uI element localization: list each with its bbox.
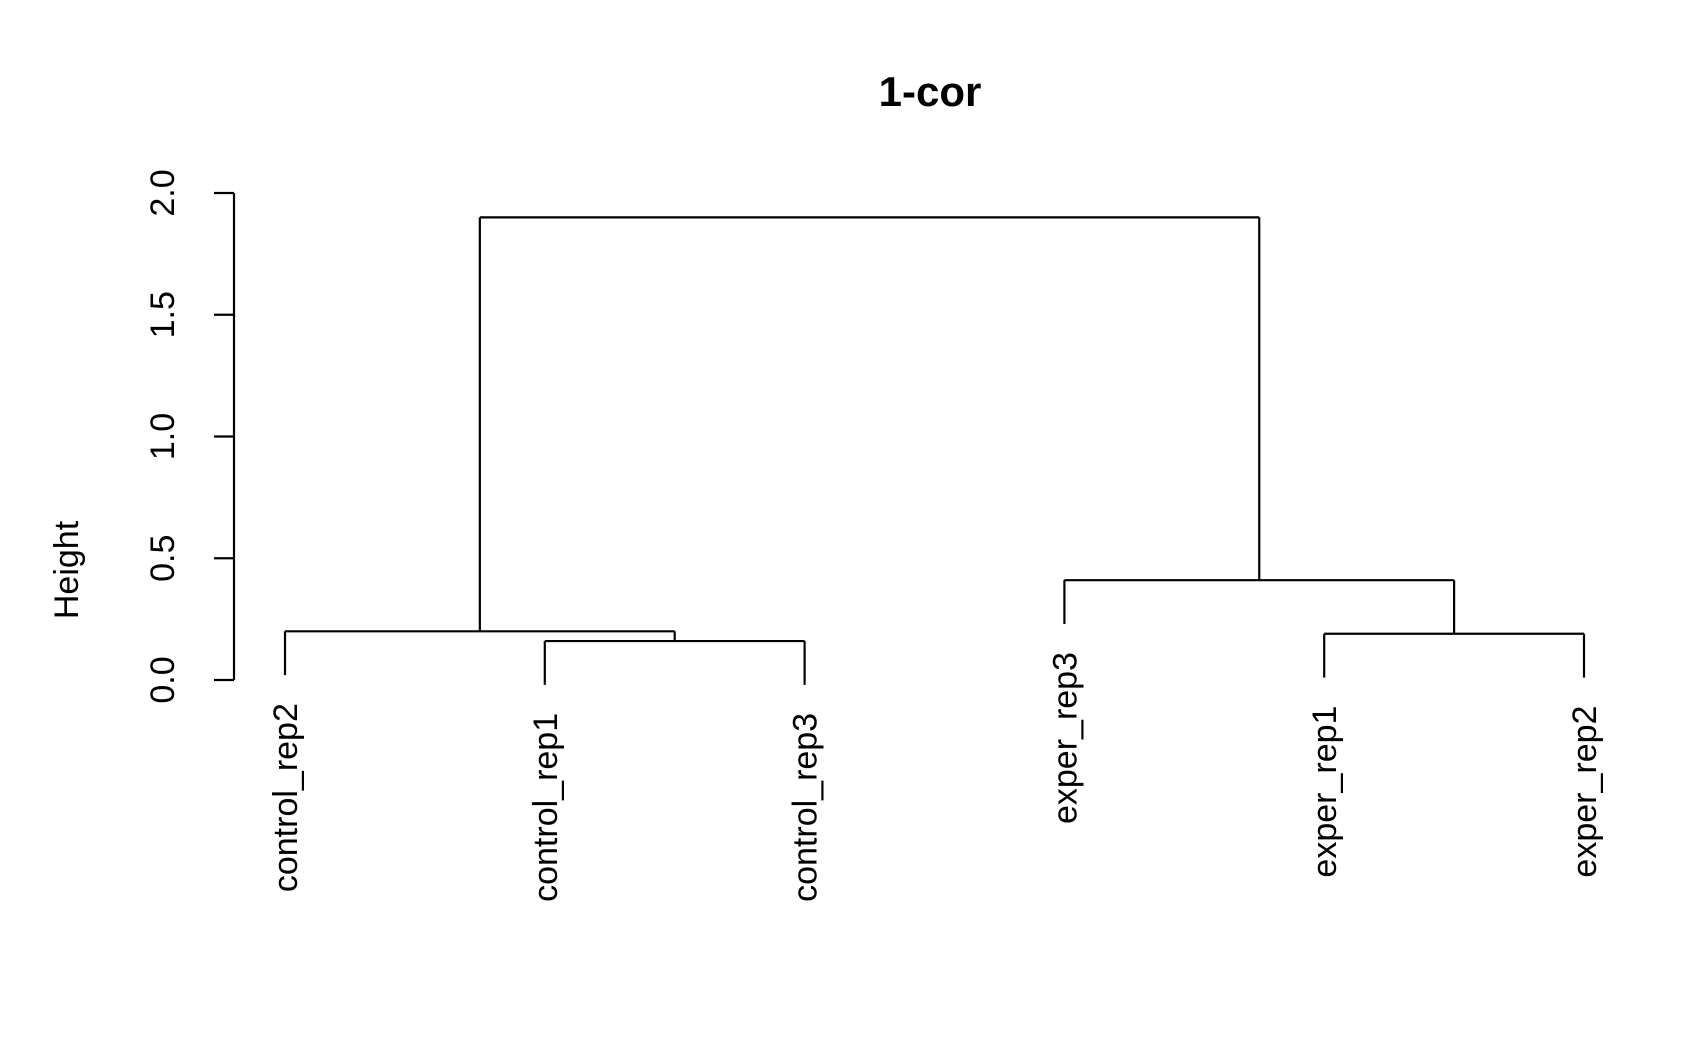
chart-title: 1-cor — [879, 68, 982, 115]
leaf-label-exper-rep3: exper_rep3 — [1046, 652, 1084, 824]
leaf-labels: control_rep2 control_rep1 control_rep3 expe… — [267, 652, 1604, 902]
y-tick-label-0: 0.0 — [144, 656, 182, 703]
y-axis: 0.0 0.5 1.0 1.5 2.0 — [144, 169, 236, 704]
leaf-label-control-rep1: control_rep1 — [527, 713, 565, 902]
leaf-label-exper-rep2: exper_rep2 — [1566, 706, 1604, 878]
y-tick-label-1: 0.5 — [144, 535, 182, 582]
leaf-label-exper-rep1: exper_rep1 — [1306, 706, 1344, 878]
y-tick-label-3: 1.5 — [144, 291, 182, 338]
dendrogram-branches — [283, 216, 1586, 685]
leaf-label-control-rep2: control_rep2 — [267, 703, 305, 892]
y-tick-label-2: 1.0 — [144, 413, 182, 460]
y-axis-label: Height — [48, 520, 86, 619]
leaf-label-control-rep3: control_rep3 — [787, 713, 825, 902]
y-tick-label-4: 2.0 — [144, 169, 182, 216]
